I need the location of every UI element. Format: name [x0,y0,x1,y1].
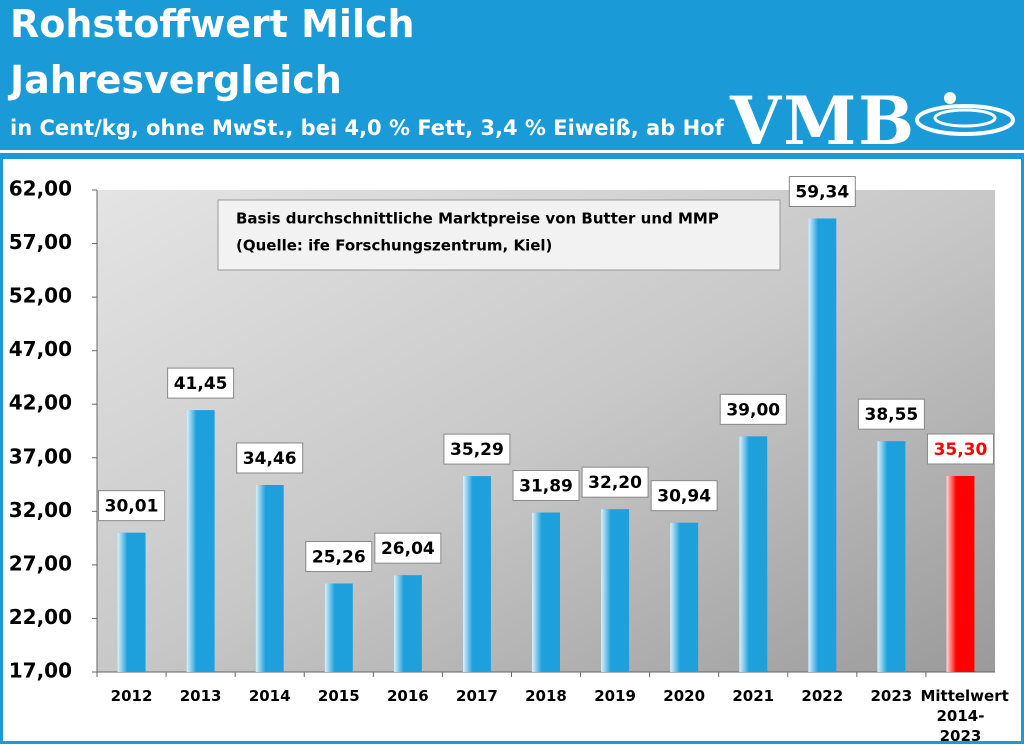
y-tick-label: 27,00 [9,551,72,575]
y-tick-label: 37,00 [9,444,72,468]
y-tick-label: 57,00 [9,230,72,254]
annotation: Basis durchschnittliche Marktpreise von … [236,210,719,228]
value-label-box [650,480,718,512]
y-tick-label: 42,00 [9,391,72,415]
y-tick-label: 52,00 [9,284,72,308]
bar-shine [462,476,491,672]
panel-border [0,153,1024,744]
x-tick-label: 2019 [594,687,636,705]
value-label-box [98,490,166,522]
value-label: 30,94 [657,487,711,507]
bar-shine [186,410,215,672]
bar-shine [808,218,837,672]
bar-shine [739,436,768,672]
subtitle: in Cent/kg, ohne MwSt., bei 4,0 % Fett, … [10,116,724,140]
x-tick-label: 2023 [870,687,913,705]
value-label: 38,55 [864,405,918,425]
value-label: 35,29 [450,440,504,460]
value-label: 34,46 [243,449,297,469]
value-label-box [443,433,511,465]
header: Rohstoffwert Milch Jahresvergleich in Ce… [0,0,1024,160]
y-tick-label: 22,00 [9,605,72,629]
value-label-box [788,175,856,207]
annotation: (Quelle: ife Forschungszentrum, Kiel) [236,237,552,255]
bar-shine [601,509,630,672]
value-label: 59,34 [795,182,849,202]
x-tick-label: 2021 [732,687,775,705]
x-tick-label: 2020 [663,687,706,705]
x-tick-label: 2018 [525,687,567,705]
bar-shine [670,522,699,672]
value-label-box [719,393,787,425]
title: Jahresvergleich [10,58,342,102]
bar-shine [255,484,284,672]
annotation-box [217,199,781,271]
value-label-box [512,470,580,502]
x-tick-label: 2014 [248,687,291,705]
x-tick-label: 2015 [317,687,360,705]
bar-shine [393,575,422,672]
value-label-box [374,532,442,564]
title: Rohstoffwert Milch [10,2,415,46]
value-label-box [926,433,994,465]
x-tick-label: Mittelwert 2014-2023 [920,687,1009,745]
value-label-box [236,442,304,474]
value-label-box [167,367,235,399]
bar-shine [532,512,560,672]
x-tick-label: 2022 [801,687,844,705]
bar-shine [946,475,975,672]
value-label: 26,04 [381,539,435,559]
logo: VMB [730,82,917,160]
value-label: 35,30 [934,440,988,460]
value-label: 39,00 [726,400,780,420]
value-label: 41,45 [174,374,228,394]
y-tick-label: 47,00 [9,337,72,361]
bar-shine [877,441,906,672]
x-tick-label: 2012 [110,687,153,705]
y-tick-label: 17,00 [9,659,72,683]
value-label: 25,26 [312,548,366,568]
value-label-box [581,466,649,498]
x-tick-label: 2013 [179,687,222,705]
value-label-box [305,541,373,573]
logo-swoosh [915,92,1015,136]
y-tick-label: 32,00 [9,498,72,522]
y-tick-label: 62,00 [9,177,72,201]
x-tick-label: 2017 [456,687,498,705]
bar-shine [117,532,146,672]
value-label: 31,89 [519,477,573,497]
value-label: 30,01 [105,497,159,517]
x-tick-label: 2016 [386,687,429,705]
value-label: 32,20 [588,473,642,493]
bar-shine [324,583,353,672]
value-label-box [857,398,925,430]
